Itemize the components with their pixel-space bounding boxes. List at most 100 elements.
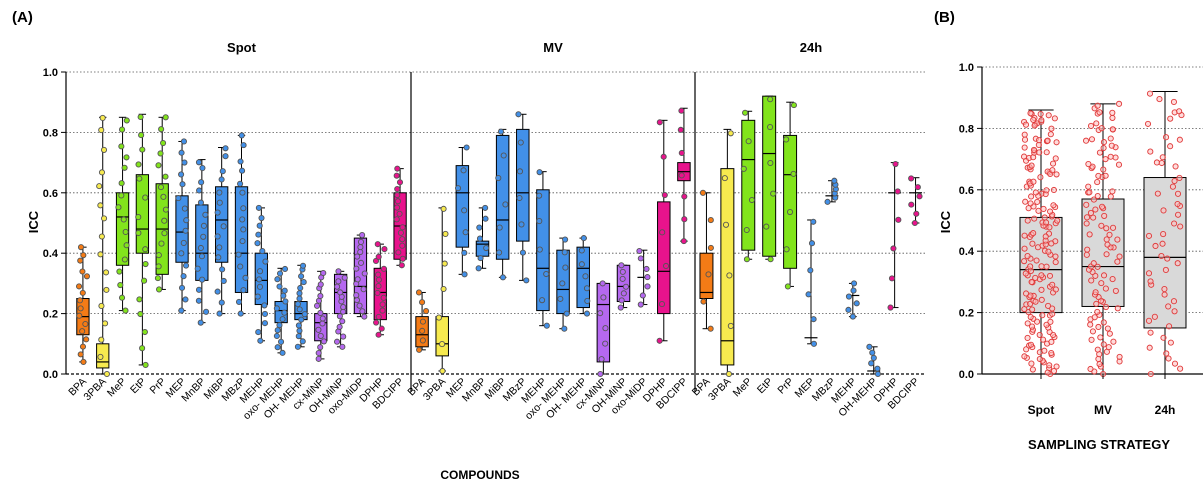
panel-a-mv-box-point	[477, 255, 484, 262]
panel-a-spot-box-point	[239, 189, 246, 196]
panel-a-spot-box-point	[281, 309, 288, 316]
panel-a-mv-box-point	[643, 265, 650, 273]
panel-a-spot-box-point	[393, 172, 400, 179]
panel-b-box-point	[1027, 263, 1034, 270]
panel-a-mv-box-point	[536, 218, 543, 225]
panel-a-spot-box-point	[341, 274, 348, 281]
panel-a-mv-box-point	[559, 280, 566, 287]
panel-a-spot-box-point	[301, 311, 308, 318]
panel-a-spot-box-point	[99, 114, 106, 121]
panel-b-x-tick-label: MV	[1094, 403, 1112, 417]
panel-a-24h-box-box	[720, 168, 735, 366]
panel-b-box-point	[1110, 338, 1117, 345]
panel-b-box-point	[1154, 190, 1161, 197]
panel-a-spot-box-point	[178, 149, 185, 156]
panel-a-24h-box-point	[914, 184, 921, 191]
panel-a-spot-box-point	[103, 286, 110, 293]
panel-a-spot-box-point	[375, 313, 382, 320]
panel-b-box-point	[1046, 272, 1054, 279]
panel-a-mv-box-point	[415, 289, 423, 296]
panel-a-spot-box-point	[139, 146, 146, 153]
panel-a-spot-box-point	[198, 253, 206, 260]
panel-a-24h-box-point	[707, 244, 714, 251]
panel-b-box-point	[1164, 255, 1171, 262]
panel-a-spot-box-point	[336, 323, 343, 330]
panel-a-spot-box-point	[222, 145, 229, 152]
panel-b-box-point	[1090, 260, 1097, 267]
panel-b-box-point	[1100, 319, 1107, 326]
panel-b-box-point	[1048, 349, 1055, 357]
panel-a-spot-box-point	[98, 169, 106, 176]
panel-b-box-point	[1043, 263, 1050, 270]
panel-a-spot-box-point	[121, 256, 128, 263]
panel-b-box-point	[1053, 171, 1060, 178]
panel-a-spot-box-point	[83, 273, 91, 280]
panel-a-spot-box-box	[135, 174, 150, 254]
panel-b-x-tick-label: Spot	[1028, 403, 1055, 417]
panel-a-spot-box-point	[353, 292, 360, 299]
panel-a-spot-box-point	[115, 204, 122, 211]
panel-a-24h-box-point	[887, 304, 894, 311]
panel-a-spot-box-point	[261, 302, 268, 309]
panel-a-spot-box-point	[101, 215, 108, 222]
panel-a-spot-box-point	[199, 165, 206, 172]
panel-a-spot-box-point	[375, 331, 382, 338]
panel-b-box-point	[1098, 222, 1105, 229]
panel-a-spot-box-point	[97, 202, 104, 209]
panel-a-spot-box-point	[274, 327, 281, 334]
panel-b-box-point	[1147, 148, 1154, 155]
panel-a-x-tick-label: MeP	[731, 376, 755, 400]
panel-a-spot-box-point	[120, 216, 127, 223]
panel-b-box-point	[1034, 198, 1041, 205]
panel-a-mv-box-point	[516, 168, 524, 175]
panel-b-box-point	[1021, 136, 1029, 143]
panel-a-24h-box-point	[808, 240, 816, 247]
panel-a-mv-box-point	[583, 285, 591, 292]
panel-b-box-point	[1171, 220, 1178, 227]
panel-a-mv-box-point	[462, 229, 469, 236]
panel-a-24h-box-point	[894, 188, 901, 195]
panel-a-mv-box-point	[442, 230, 449, 237]
panel-a-spot-box-point	[235, 251, 242, 258]
panel-a-spot-box-point	[214, 233, 221, 240]
panel-a-spot-box-point	[297, 284, 304, 292]
panel-a-mv-box-point	[582, 273, 589, 280]
panel-a-spot-box-point	[196, 187, 203, 194]
panel-b-box-point	[1167, 339, 1174, 346]
panel-a-spot-box-point	[276, 270, 284, 277]
panel-b-y-tick-label: 0.2	[959, 308, 974, 320]
panel-b-box-point	[1033, 257, 1040, 264]
panel-a-spot-box-point	[281, 265, 289, 273]
panel-a-spot-box-point	[255, 329, 262, 336]
panel-a-spot-box-point	[137, 113, 144, 121]
panel-b-box-point	[1045, 248, 1052, 255]
panel-a-24h-box-point	[849, 313, 856, 320]
panel-b-box-point	[1103, 236, 1110, 243]
panel-b-box-point	[1160, 231, 1167, 238]
panel-a-spot-box-point	[317, 332, 324, 339]
panel-a-spot-box-point	[194, 265, 201, 272]
panel-a-spot-box-point	[239, 238, 246, 245]
panel-a-spot-box-point	[178, 284, 186, 291]
panel-b-plot: Spot MV 24h	[1019, 90, 1187, 417]
panel-a-mv-box-point	[620, 290, 627, 297]
panel-a-mv-box-point	[515, 111, 522, 118]
panel-a-spot-box-point	[299, 338, 306, 345]
panel-a-mv-box-point	[454, 185, 462, 192]
panel-a-mv-box-point	[563, 310, 570, 317]
panel-a-spot-box-point	[118, 180, 125, 187]
panel-b-y-tick-label: 0.4	[959, 246, 975, 258]
panel-a-spot-box-point	[203, 308, 210, 315]
panel-b-box-point	[1104, 241, 1111, 248]
panel-a-spot-box-point	[237, 180, 244, 187]
panel-b-box-point	[1085, 183, 1092, 190]
panel-a-mv-box-point	[578, 261, 585, 268]
panel-a-spot-box-box	[115, 192, 130, 266]
panel-a-spot-box-point	[215, 254, 222, 261]
panel-a-spot-box-point	[359, 232, 366, 239]
panel-b-box-point	[1089, 163, 1096, 170]
panel-a-mv-box-point	[617, 304, 624, 311]
panel-b-box-point	[1176, 174, 1183, 181]
panel-a-x-tick-label: EtP	[128, 376, 148, 396]
